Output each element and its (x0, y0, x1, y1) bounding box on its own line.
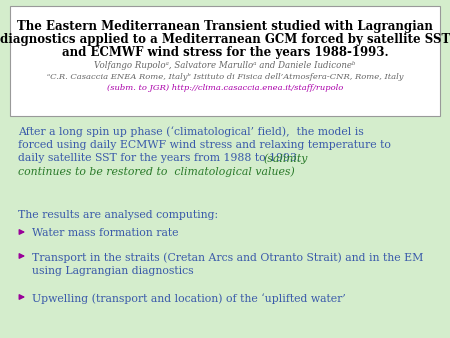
Text: Upwelling (transport and location) of the ‘uplifted water’: Upwelling (transport and location) of th… (32, 293, 346, 304)
Text: (salinity: (salinity (264, 153, 308, 164)
Text: using Lagrangian diagnostics: using Lagrangian diagnostics (32, 266, 193, 275)
FancyBboxPatch shape (10, 6, 440, 116)
Text: (subm. to JGR) http://clima.casaccia.enea.it/staff/rupolo: (subm. to JGR) http://clima.casaccia.ene… (107, 84, 343, 92)
Text: diagnostics applied to a Mediterranean GCM forced by satellite SST: diagnostics applied to a Mediterranean G… (0, 33, 450, 46)
Text: Water mass formation rate: Water mass formation rate (32, 228, 179, 238)
Text: daily satellite SST for the years from 1988 to 1993.: daily satellite SST for the years from 1… (18, 153, 304, 163)
Text: ᵃC.R. Casaccia ENEA Rome, Italyᵇ Istituto di Fisica dell’Atmosfera-CNR, Rome, It: ᵃC.R. Casaccia ENEA Rome, Italyᵇ Istitut… (47, 73, 403, 81)
Text: After a long spin up phase (‘climatological’ field),  the model is: After a long spin up phase (‘climatologi… (18, 126, 364, 137)
Text: Transport in the straits (Cretan Arcs and Otranto Strait) and in the EM: Transport in the straits (Cretan Arcs an… (32, 252, 423, 263)
Text: Volfango Rupoloᵃ, Salvatore Marulloᵃ and Daniele Iudiconeᵇ: Volfango Rupoloᵃ, Salvatore Marulloᵃ and… (94, 61, 356, 70)
Text: continues to be restored to  climatological values): continues to be restored to climatologic… (18, 167, 295, 177)
Text: and ECMWF wind stress for the years 1988-1993.: and ECMWF wind stress for the years 1988… (62, 46, 388, 59)
Text: The results are analysed computing:: The results are analysed computing: (18, 210, 218, 220)
Text: The Eastern Mediterranean Transient studied with Lagrangian: The Eastern Mediterranean Transient stud… (17, 20, 433, 33)
Text: forced using daily ECMWF wind stress and relaxing temperature to: forced using daily ECMWF wind stress and… (18, 140, 391, 149)
